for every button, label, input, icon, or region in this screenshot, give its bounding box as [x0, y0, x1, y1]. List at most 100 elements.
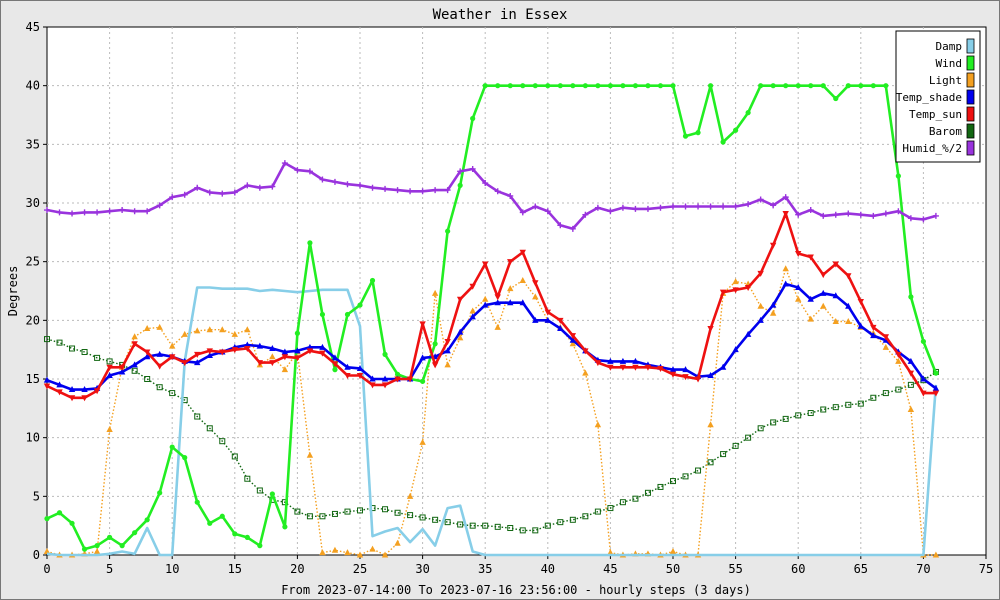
- legend-swatch: [966, 140, 975, 156]
- data-point-marker: [332, 367, 338, 373]
- data-point-marker: [669, 371, 677, 378]
- data-point-marker: [181, 360, 188, 367]
- data-point-marker: [795, 83, 801, 89]
- data-point-marker: [732, 442, 739, 449]
- data-point-marker: [532, 280, 539, 287]
- data-point-marker: [444, 519, 451, 526]
- data-point-marker: [357, 182, 363, 189]
- data-point-marker: [319, 549, 326, 556]
- data-point-marker: [670, 203, 676, 210]
- data-point-marker: [156, 384, 163, 391]
- y-tick-label: 20: [26, 313, 40, 327]
- data-point-marker: [870, 212, 877, 219]
- data-point-marker: [306, 451, 314, 458]
- data-point-marker: [81, 349, 88, 356]
- grid-lines: [47, 27, 986, 555]
- data-point-marker: [93, 547, 101, 554]
- x-tick-label: 40: [541, 562, 555, 576]
- x-tick-label: 45: [603, 562, 617, 576]
- data-point-marker: [169, 444, 175, 450]
- data-point-marker: [845, 273, 852, 280]
- data-point-marker: [832, 292, 839, 299]
- y-tick-label: 15: [26, 372, 40, 386]
- data-point-marker: [219, 513, 225, 519]
- data-point-marker: [445, 228, 451, 234]
- series-line: [46, 161, 937, 231]
- data-point-marker: [519, 527, 526, 534]
- data-point-marker: [607, 505, 614, 512]
- data-point-marker: [432, 516, 439, 523]
- data-point-marker: [219, 190, 226, 197]
- data-point-marker: [920, 338, 927, 345]
- data-point-marker: [644, 205, 651, 212]
- data-point-marker: [456, 328, 464, 335]
- data-point-marker: [469, 313, 476, 320]
- data-point-marker: [757, 196, 764, 203]
- data-point-marker: [695, 467, 702, 474]
- x-tick-label: 70: [916, 562, 930, 576]
- data-point-marker: [932, 212, 939, 219]
- data-point-marker: [494, 294, 501, 301]
- legend-label: Humid_%/2: [902, 142, 962, 155]
- data-point-marker: [457, 168, 464, 175]
- x-tick-label: 65: [854, 562, 868, 576]
- data-point-marker: [720, 451, 727, 458]
- data-point-marker: [482, 295, 489, 302]
- data-point-marker: [532, 293, 539, 300]
- data-point-marker: [269, 183, 276, 190]
- data-point-marker: [156, 323, 163, 330]
- data-point-marker: [895, 173, 901, 179]
- data-point-marker: [808, 83, 814, 89]
- data-point-marker: [319, 350, 326, 357]
- data-point-marker: [244, 182, 251, 189]
- data-point-marker: [744, 330, 752, 337]
- data-point-marker: [557, 222, 564, 229]
- data-point-marker: [482, 83, 488, 89]
- data-point-marker: [883, 83, 889, 89]
- data-point-marker: [920, 390, 927, 397]
- data-point-marker: [356, 551, 364, 558]
- data-point-marker: [157, 490, 163, 496]
- data-point-marker: [519, 249, 526, 256]
- data-point-marker: [469, 165, 476, 172]
- data-point-marker: [695, 130, 701, 136]
- data-point-marker: [795, 283, 802, 290]
- data-point-marker: [382, 506, 389, 513]
- data-point-marker: [44, 336, 50, 343]
- data-point-marker: [695, 203, 702, 210]
- data-point-marker: [645, 83, 651, 89]
- data-point-marker: [494, 323, 501, 330]
- data-point-marker: [231, 330, 238, 337]
- series-humid-2: [44, 160, 939, 232]
- data-point-marker: [382, 185, 389, 192]
- data-point-marker: [256, 342, 264, 349]
- data-point-marker: [744, 284, 752, 291]
- data-point-marker: [381, 551, 389, 558]
- data-point-marker: [81, 209, 88, 216]
- data-point-marker: [206, 425, 213, 432]
- data-point-marker: [444, 338, 451, 345]
- data-point-marker: [932, 551, 940, 558]
- data-point-marker: [557, 317, 564, 324]
- data-point-marker: [682, 374, 689, 381]
- data-point-marker: [770, 419, 777, 426]
- data-point-marker: [607, 364, 614, 371]
- data-point-marker: [707, 421, 714, 428]
- data-point-marker: [369, 184, 376, 191]
- data-point-marker: [294, 508, 301, 515]
- data-point-marker: [507, 525, 514, 532]
- data-point-marker: [507, 83, 513, 89]
- data-point-marker: [119, 207, 126, 214]
- data-point-marker: [444, 361, 451, 368]
- data-point-marker: [194, 184, 201, 191]
- data-point-marker: [482, 261, 489, 268]
- data-point-marker: [557, 519, 564, 526]
- legend-swatch: [966, 89, 975, 105]
- data-point-marker: [281, 160, 288, 167]
- data-point-marker: [419, 354, 426, 361]
- y-tick-label: 30: [26, 196, 40, 210]
- data-point-marker: [582, 211, 589, 218]
- data-point-marker: [882, 343, 890, 350]
- data-point-marker: [694, 376, 702, 383]
- data-point-marker: [81, 386, 88, 393]
